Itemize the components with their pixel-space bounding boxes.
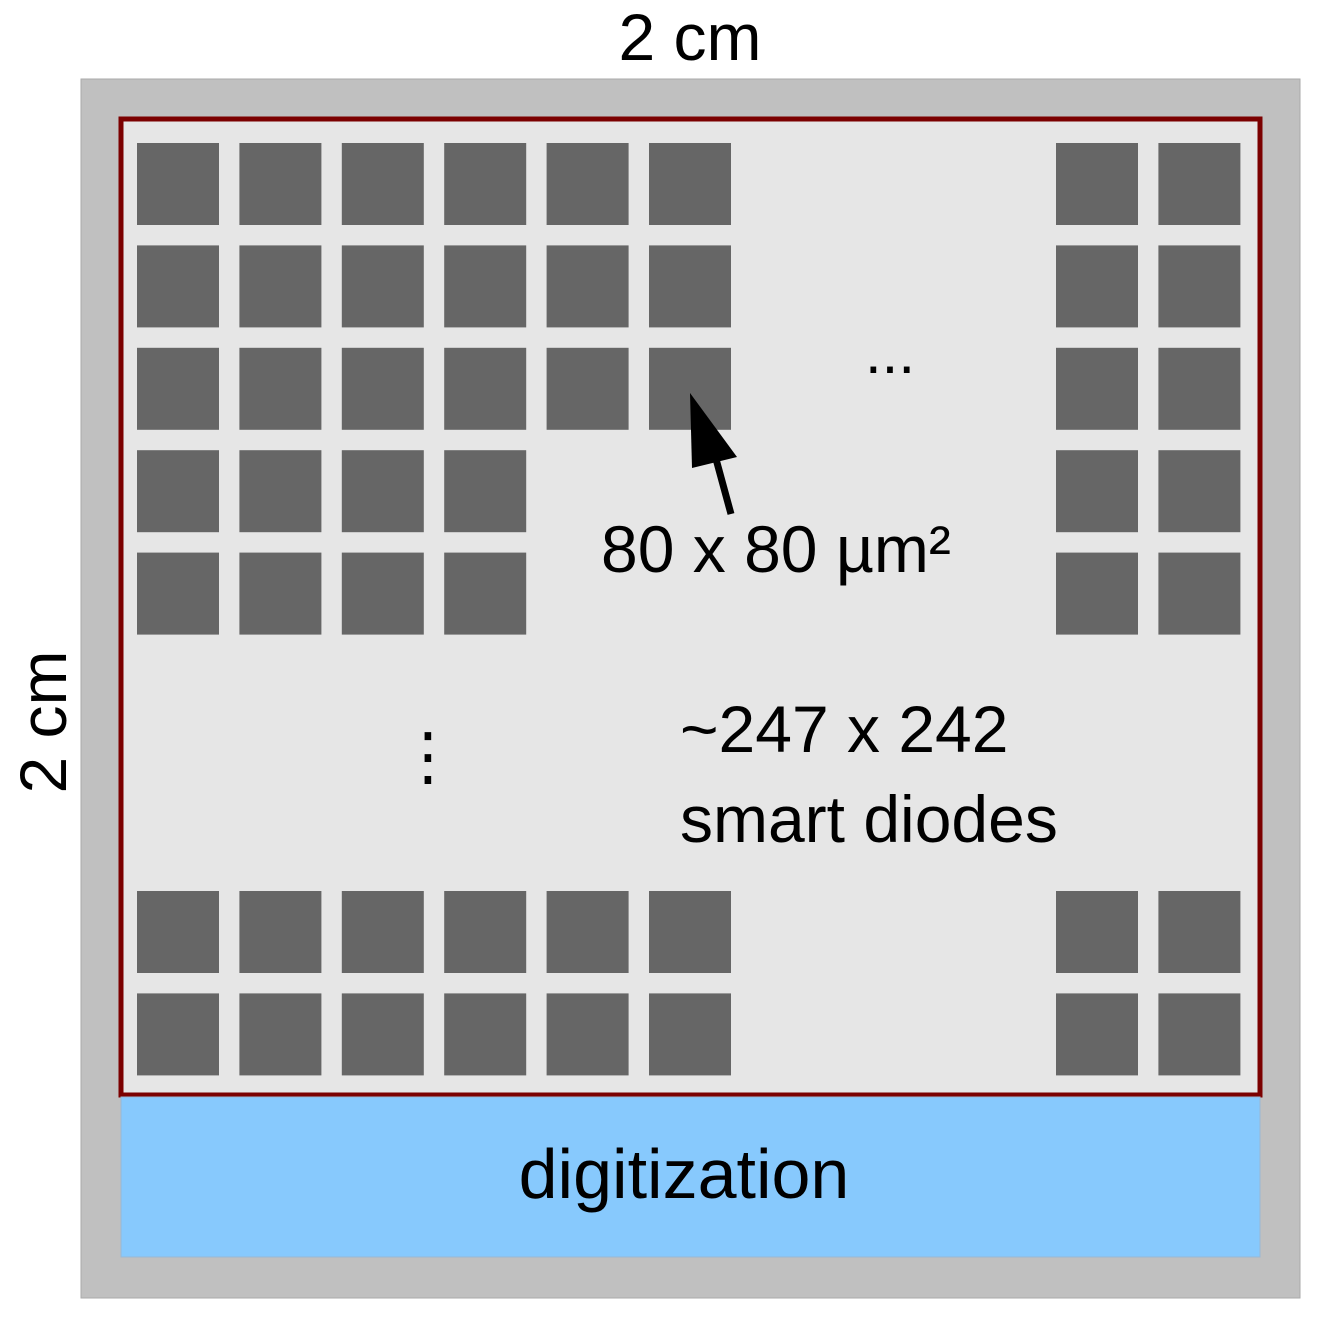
diode-pixel (546, 993, 629, 1076)
pixel-pointer-arrow (690, 393, 737, 515)
diode-pixel (341, 552, 424, 635)
diode-pixel (137, 993, 219, 1076)
diode-pixel (137, 347, 219, 430)
diode-pixel (341, 347, 424, 430)
chip-height-label: 2 cm (6, 650, 80, 793)
diode-pixel (239, 245, 322, 328)
vertical-ellipsis: ⋮ (396, 720, 460, 792)
diode-pixel (546, 891, 629, 973)
diode-pixel (1158, 143, 1241, 225)
diode-pixel (444, 552, 527, 635)
diode-pixel (1056, 245, 1138, 328)
diode-pixel (1158, 245, 1241, 328)
diode-pixel (444, 450, 527, 533)
diode-pixel (239, 347, 322, 430)
digitization-block (120, 1096, 1261, 1258)
diode-pixel (239, 450, 322, 533)
diode-pixel (546, 347, 629, 430)
diode-count-label: ~247 x 242 (680, 692, 1008, 766)
diode-pixel (1158, 450, 1241, 533)
diode-pixel (341, 245, 424, 328)
diode-pixel (444, 143, 527, 225)
diode-pixel (1056, 993, 1138, 1076)
pixel-size-label: 80 x 80 µm² (601, 512, 951, 586)
diode-pixel (341, 450, 424, 533)
diode-pixel (239, 143, 322, 225)
diode-pixel (649, 143, 731, 225)
diode-pixel (341, 993, 424, 1076)
diode-pixel (1158, 891, 1241, 973)
diode-pixel (137, 552, 219, 635)
diode-pixel (137, 245, 219, 328)
diode-pixel (1056, 552, 1138, 635)
diode-pixel (546, 143, 629, 225)
diode-pixel (341, 891, 424, 973)
diode-name-label: smart diodes (680, 782, 1058, 856)
diode-pixel (649, 245, 731, 328)
diode-pixel (1056, 347, 1138, 430)
diode-pixel (1158, 993, 1241, 1076)
diode-pixel (649, 993, 731, 1076)
diode-pixel (239, 993, 322, 1076)
diode-pixel (444, 245, 527, 328)
chip-width-label: 2 cm (618, 0, 761, 74)
diode-pixel (444, 347, 527, 430)
diode-pixel-grid (137, 143, 1241, 1076)
diode-pixel (1056, 143, 1138, 225)
diode-pixel (1158, 552, 1241, 635)
diode-pixel (137, 143, 219, 225)
diode-pixel (239, 552, 322, 635)
diode-pixel (444, 891, 527, 973)
horizontal-ellipsis: ... (865, 319, 915, 386)
diode-pixel (649, 347, 731, 430)
diode-pixel (1056, 450, 1138, 533)
diode-pixel (546, 245, 629, 328)
diode-pixel (137, 891, 219, 973)
diode-pixel (444, 993, 527, 1076)
digitization-label: digitization (519, 1135, 850, 1213)
diode-pixel (1158, 347, 1241, 430)
diode-pixel (649, 891, 731, 973)
diode-pixel (137, 450, 219, 533)
diode-pixel (341, 143, 424, 225)
arrow-head (690, 393, 737, 468)
diode-pixel (239, 891, 322, 973)
diode-pixel (1056, 891, 1138, 973)
